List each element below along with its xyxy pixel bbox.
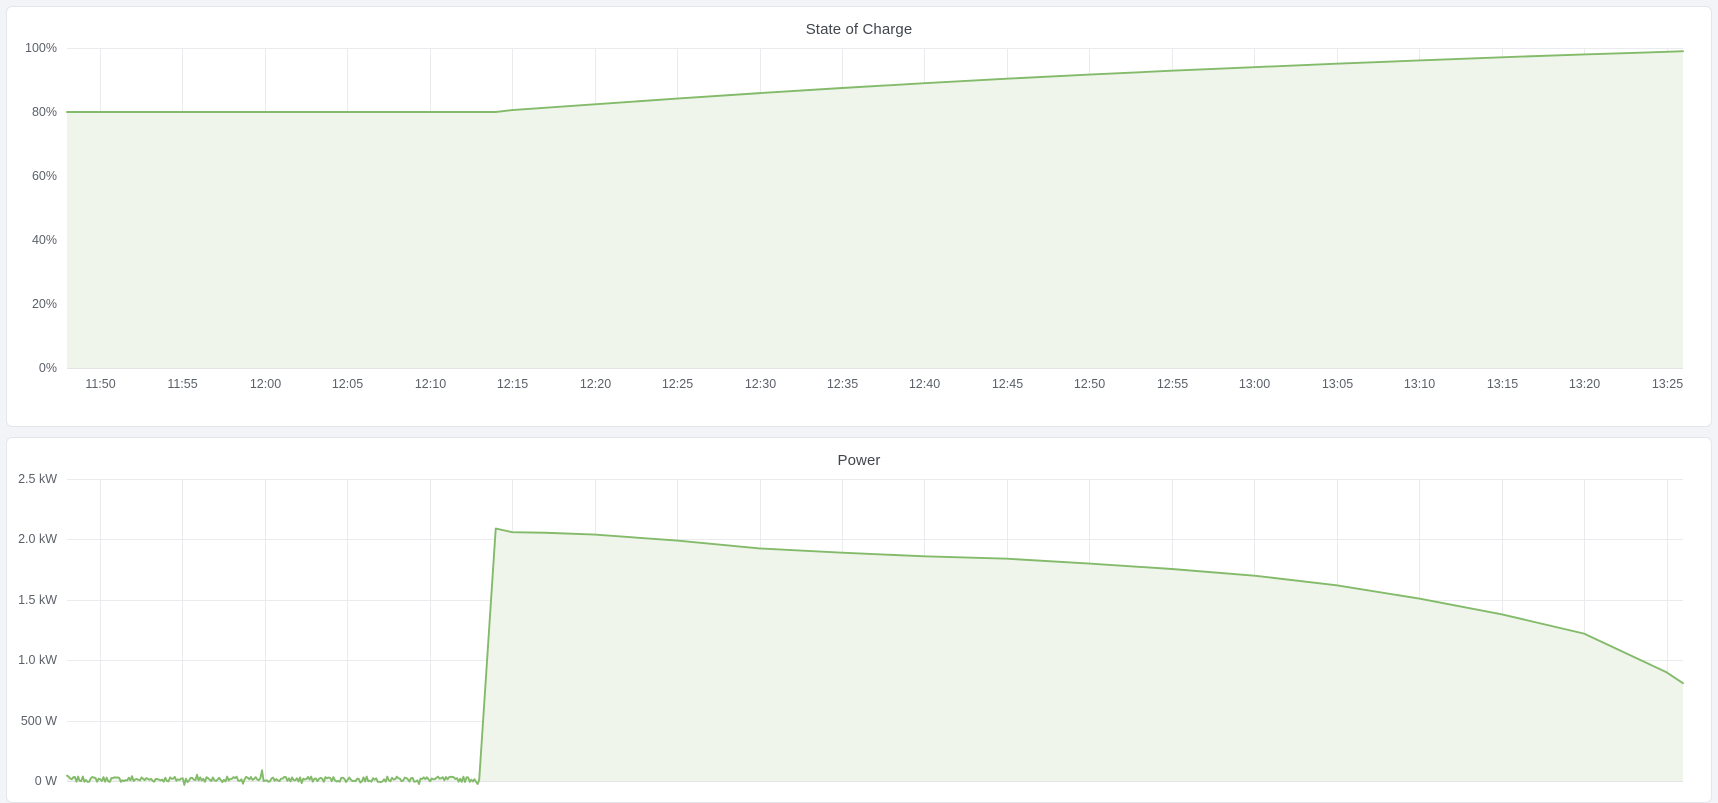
x-axis-tick-label: 12:25 [662,377,693,391]
state-of-charge-title: State of Charge [805,21,913,38]
y-axis-tick-label: 1.5 kW [18,593,57,607]
x-axis-tick-label: 11:50 [85,377,115,391]
y-axis-tick-label: 20% [32,297,57,311]
power-plot-area[interactable]: 0 W 500 W 1.0 kW 1.5 kW 2.0 kW 2.5 kW [7,469,1711,799]
x-axis-tick-label: 12:40 [909,377,940,391]
y-axis-tick-label: 0% [39,361,57,375]
x-axis-tick-label: 11:55 [167,377,197,391]
x-axis-tick-label: 12:30 [745,377,776,391]
x-axis-tick-label: 12:45 [992,377,1023,391]
x-axis-tick-label: 13:05 [1322,377,1353,391]
series-line[interactable] [66,527,1684,786]
y-axis-tick-label: 0 W [35,774,57,788]
y-axis-tick-label: 2.0 kW [18,532,57,546]
state-of-charge-chart[interactable]: 0% 20% 40% 60% 80% 100% 11:50 11:55 12:00 12:05 12… [7,38,1711,413]
x-axis-tick-label: 13:25 [1652,377,1683,391]
y-axis-tick-label: 40% [32,233,57,247]
y-axis-tick-label: 80% [32,105,57,119]
series-area-fill [67,528,1683,785]
y-axis-tick-label: 2.5 kW [18,472,57,486]
x-axis-tick-label: 13:20 [1569,377,1600,391]
y-axis-tick-label: 500 W [21,714,57,728]
x-axis-tick-label: 13:00 [1239,377,1270,391]
x-axis-tick-label: 12:10 [415,377,446,391]
x-axis-tick-label: 12:50 [1074,377,1105,391]
x-axis-tick-label: 12:20 [580,377,611,391]
y-axis-tick-label: 100% [25,41,57,55]
series-line[interactable] [66,50,1684,113]
state-of-charge-plot-area[interactable]: 0% 20% 40% 60% 80% 100% 11:50 11:55 12:00 12:05 12… [7,38,1711,413]
power-panel[interactable]: Power 0 W 500 W 1.0 kW 1.5 kW 2.0 kW 2.5 kW [6,436,1712,803]
x-axis-tick-label: 13:15 [1487,377,1518,391]
state-of-charge-panel[interactable]: State of Charge 0% 20% 40% 60% 80% 100% 11:50 1… [6,6,1712,427]
x-axis-tick-label: 12:15 [497,377,528,391]
x-axis-tick-label: 12:55 [1157,377,1188,391]
power-chart[interactable]: 0 W 500 W 1.0 kW 1.5 kW 2.0 kW 2.5 kW [7,469,1711,799]
x-axis-tick-label: 12:35 [827,377,858,391]
x-axis-tick-label: 12:05 [332,377,363,391]
y-axis-tick-label: 60% [32,169,57,183]
series-area-fill [67,51,1683,368]
y-axis-tick-label: 1.0 kW [18,653,57,667]
x-axis-tick-label: 13:10 [1404,377,1435,391]
power-title: Power [837,451,881,469]
x-axis-tick-label: 12:00 [250,377,281,391]
